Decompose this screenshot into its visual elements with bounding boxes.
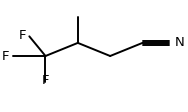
Text: F: F [42,74,49,87]
Text: N: N [175,36,185,49]
Text: F: F [19,29,27,42]
Text: F: F [2,50,10,62]
